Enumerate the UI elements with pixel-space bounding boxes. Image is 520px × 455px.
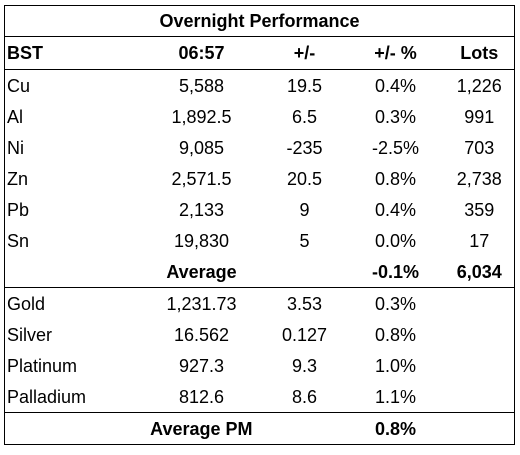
average-row: Average -0.1% 6,034 — [4, 256, 515, 288]
average-label: Average — [140, 256, 263, 288]
metal-lots: 2,738 — [456, 168, 502, 189]
metal-price: 1,231.73 — [166, 293, 237, 314]
average-pm-pct: 0.8% — [346, 412, 445, 445]
metal-name: Platinum — [7, 355, 78, 376]
average-pm-row: Average PM 0.8% — [4, 412, 515, 445]
table-row: Palladium 812.6 8.6 1.1% — [5, 381, 515, 413]
table-row: Al 1,892.5 6.5 0.3% 991 — [5, 101, 515, 132]
metal-price: 16.562 — [173, 324, 230, 345]
metal-name: Sn — [7, 230, 30, 251]
average-pct: -0.1% — [346, 256, 445, 288]
metal-change-pct: 0.3% — [374, 293, 417, 314]
table-row: Sn 19,830 5 0.0% 17 — [5, 225, 515, 256]
metal-price: 812.6 — [178, 386, 225, 407]
metal-change-pct: 0.8% — [374, 168, 417, 189]
average-pm-label: Average PM — [4, 412, 263, 445]
table-row: Silver 16.562 0.127 0.8% — [5, 319, 515, 350]
table-row: Pb 2,133 9 0.4% 359 — [5, 194, 515, 225]
metal-name: Silver — [7, 324, 53, 345]
overnight-performance-table: Overnight Performance BST 06:57 +/- +/- … — [4, 5, 516, 445]
metal-change: 3.53 — [286, 293, 323, 314]
metal-name: Pb — [7, 199, 30, 220]
metal-change: 19.5 — [286, 75, 323, 96]
metal-change-pct: 1.0% — [374, 355, 417, 376]
metal-name: Zn — [7, 168, 29, 189]
metal-lots: 703 — [464, 137, 495, 158]
header-change-pct: +/- % — [346, 36, 445, 70]
metal-change: 6.5 — [291, 106, 318, 127]
header-lots: Lots — [444, 36, 515, 70]
metal-change: 5 — [299, 230, 310, 251]
metal-change: 8.6 — [291, 386, 318, 407]
metal-name: Al — [7, 106, 24, 127]
table-row: Cu 5,588 19.5 0.4% 1,226 — [5, 70, 515, 102]
metal-name: Ni — [7, 137, 24, 158]
header-time: 06:57 — [140, 36, 263, 70]
metal-lots: 17 — [469, 230, 490, 251]
metal-name: Gold — [7, 293, 46, 314]
metal-change: 20.5 — [286, 168, 323, 189]
metal-change: -235 — [286, 137, 323, 158]
metal-lots: 1,226 — [456, 75, 502, 96]
metal-change-pct: -2.5% — [371, 137, 420, 158]
metal-change-pct: 0.3% — [374, 106, 417, 127]
table-row: Gold 1,231.73 3.53 0.3% — [5, 288, 515, 320]
header-label: BST — [4, 36, 141, 70]
metal-price: 9,085 — [178, 137, 225, 158]
metal-change: 9 — [299, 199, 310, 220]
metal-price: 1,892.5 — [171, 106, 232, 127]
metal-change: 0.127 — [281, 324, 328, 345]
table-row: Zn 2,571.5 20.5 0.8% 2,738 — [5, 163, 515, 194]
metal-price: 927.3 — [178, 355, 225, 376]
metal-change-pct: 0.4% — [374, 75, 417, 96]
metal-price: 2,571.5 — [171, 168, 232, 189]
metal-price: 2,133 — [178, 199, 225, 220]
metal-change-pct: 0.8% — [374, 324, 417, 345]
metal-price: 19,830 — [173, 230, 230, 251]
table-row: Platinum 927.3 9.3 1.0% — [5, 350, 515, 381]
table-row: Ni 9,085 -235 -2.5% 703 — [5, 132, 515, 163]
table-title-row: Overnight Performance — [4, 5, 515, 37]
header-row: BST 06:57 +/- +/- % Lots — [4, 36, 515, 70]
header-change: +/- — [262, 36, 347, 70]
metal-change: 9.3 — [291, 355, 318, 376]
metal-name: Palladium — [7, 386, 87, 407]
metal-change-pct: 0.4% — [374, 199, 417, 220]
table-title: Overnight Performance — [4, 5, 515, 37]
metal-change-pct: 1.1% — [374, 386, 417, 407]
metal-lots: 359 — [464, 199, 495, 220]
metal-lots: 991 — [464, 106, 495, 127]
metal-price: 5,588 — [178, 75, 225, 96]
average-lots: 6,034 — [444, 256, 515, 288]
metal-name: Cu — [7, 75, 31, 96]
metal-change-pct: 0.0% — [374, 230, 417, 251]
